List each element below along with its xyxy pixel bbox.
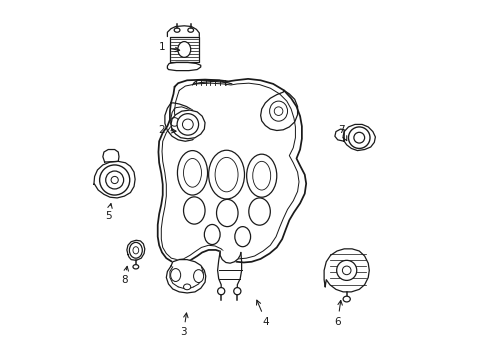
Polygon shape xyxy=(324,249,368,292)
Ellipse shape xyxy=(170,118,179,126)
Polygon shape xyxy=(171,110,204,139)
Ellipse shape xyxy=(105,171,123,189)
Ellipse shape xyxy=(204,225,220,244)
Text: 3: 3 xyxy=(180,313,188,337)
Polygon shape xyxy=(343,125,375,150)
Text: 7: 7 xyxy=(337,125,346,141)
Polygon shape xyxy=(334,129,344,141)
Text: 2: 2 xyxy=(159,125,176,135)
Ellipse shape xyxy=(342,266,350,275)
Ellipse shape xyxy=(177,114,198,135)
Polygon shape xyxy=(94,161,135,198)
Ellipse shape xyxy=(170,269,180,282)
Text: 4: 4 xyxy=(256,300,269,327)
Polygon shape xyxy=(102,149,119,162)
Ellipse shape xyxy=(183,284,190,290)
Text: 5: 5 xyxy=(105,203,112,221)
Text: 1: 1 xyxy=(159,42,179,52)
Polygon shape xyxy=(169,37,198,62)
Ellipse shape xyxy=(185,117,194,125)
Ellipse shape xyxy=(193,270,203,283)
Ellipse shape xyxy=(336,260,356,280)
Ellipse shape xyxy=(174,28,180,32)
Ellipse shape xyxy=(129,242,142,258)
Ellipse shape xyxy=(183,197,204,224)
Ellipse shape xyxy=(100,165,129,195)
Polygon shape xyxy=(167,26,199,37)
Ellipse shape xyxy=(177,150,207,195)
Polygon shape xyxy=(158,79,305,263)
Ellipse shape xyxy=(216,199,238,226)
Ellipse shape xyxy=(133,265,139,269)
Text: 6: 6 xyxy=(334,301,342,327)
Ellipse shape xyxy=(215,157,238,192)
Ellipse shape xyxy=(183,158,201,187)
Polygon shape xyxy=(126,240,144,260)
Ellipse shape xyxy=(353,132,364,143)
Ellipse shape xyxy=(208,150,244,199)
Ellipse shape xyxy=(269,101,287,121)
Ellipse shape xyxy=(182,119,193,130)
Ellipse shape xyxy=(343,296,349,302)
Ellipse shape xyxy=(252,161,270,190)
Text: 8: 8 xyxy=(121,266,128,285)
Ellipse shape xyxy=(248,198,270,225)
Ellipse shape xyxy=(234,226,250,247)
Ellipse shape xyxy=(178,41,190,57)
Polygon shape xyxy=(166,260,205,293)
Ellipse shape xyxy=(233,288,241,295)
Polygon shape xyxy=(167,62,201,71)
Polygon shape xyxy=(220,251,241,263)
Ellipse shape xyxy=(274,107,282,116)
Ellipse shape xyxy=(187,28,193,32)
Ellipse shape xyxy=(348,127,369,148)
Ellipse shape xyxy=(111,176,118,184)
Ellipse shape xyxy=(133,247,139,254)
Ellipse shape xyxy=(246,154,276,197)
Ellipse shape xyxy=(217,288,224,295)
